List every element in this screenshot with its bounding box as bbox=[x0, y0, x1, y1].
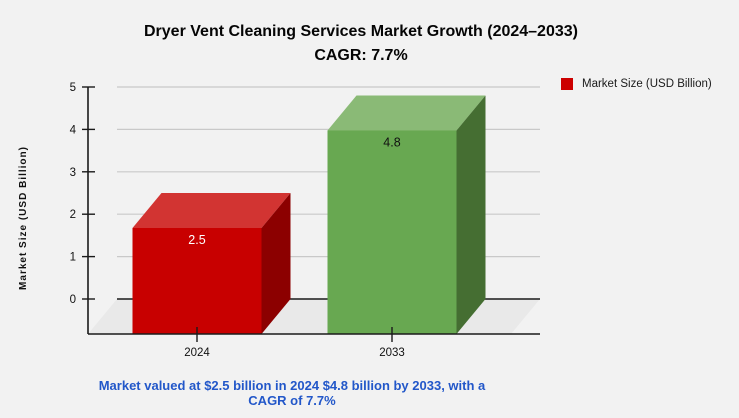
bar-value-label-2033: 4.8 bbox=[383, 135, 400, 149]
x-tick-label-2024: 2024 bbox=[184, 347, 210, 359]
y-tick-label-2: 2 bbox=[70, 209, 76, 221]
y-tick-label-5: 5 bbox=[70, 82, 76, 94]
y-tick-label-0: 0 bbox=[70, 294, 76, 306]
legend-swatch-icon bbox=[561, 78, 573, 90]
bar-top-2033 bbox=[327, 95, 486, 131]
bar-side-2024 bbox=[261, 193, 291, 334]
bar-top-2024 bbox=[132, 193, 291, 228]
bar-value-label-2024: 2.5 bbox=[188, 233, 205, 247]
chart-title-line1: Dryer Vent Cleaning Services Market Grow… bbox=[144, 23, 578, 40]
bar-front-2024 bbox=[132, 228, 262, 334]
bar-side-2033 bbox=[456, 95, 486, 334]
bar-front-2033 bbox=[327, 130, 457, 334]
y-tick-label-1: 1 bbox=[70, 252, 76, 264]
x-tick-label-2033: 2033 bbox=[379, 347, 405, 359]
y-tick-label-3: 3 bbox=[70, 167, 76, 179]
y-tick-label-4: 4 bbox=[70, 124, 77, 136]
chart-title: Dryer Vent Cleaning Services Market Grow… bbox=[0, 20, 722, 68]
chart-title-line2: CAGR: 7.7% bbox=[314, 47, 408, 64]
legend-label: Market Size (USD Billion) bbox=[582, 78, 712, 90]
footer-caption: Market valued at $2.5 billion in 2024 $4… bbox=[98, 378, 486, 408]
legend: Market Size (USD Billion) bbox=[561, 78, 712, 90]
